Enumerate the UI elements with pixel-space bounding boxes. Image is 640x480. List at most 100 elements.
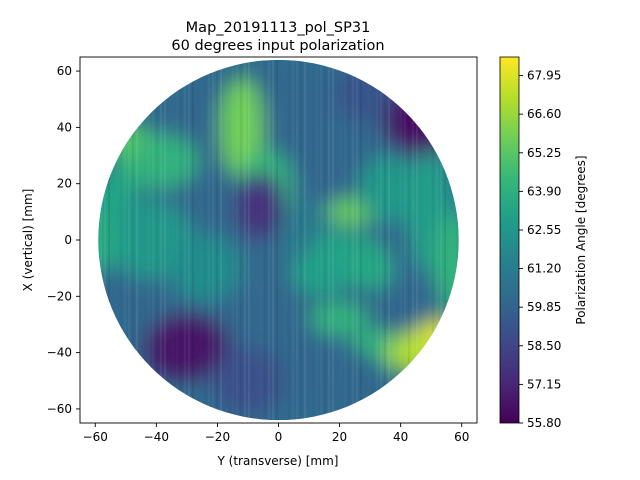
texture-streak [200,57,202,423]
texture-streak [452,57,454,423]
colorbar-ticks: 55.80 57.15 58.50 59.85 61.20 62.55 63.90 65.25… [519,69,561,430]
texture-streak [148,57,150,423]
x-tick-label: 40 [393,430,408,444]
x-tick-label: 20 [332,430,347,444]
texture-streak [332,59,334,421]
texture-streak [316,57,318,423]
texture-streak [240,59,242,421]
texture-streak [400,57,402,423]
colorbar-tick-label: 67.95 [527,69,561,83]
texture-streak [144,57,146,423]
texture-streak [204,57,206,423]
texture-streak [460,57,462,423]
texture-streak [384,59,386,421]
heatmap-region-26 [345,245,395,291]
colorbar-gradient [499,56,520,424]
texture-streak [132,59,134,421]
texture-streak [284,57,286,423]
texture-streak [156,59,158,421]
x-axis-label: Y (transverse) [mm] [217,454,339,468]
y-tick-label: −60 [47,402,72,416]
texture-streak [172,57,174,423]
colorbar-tick-label: 63.90 [527,184,561,198]
texture-streak [212,59,214,421]
texture-streak [184,59,186,421]
y-tick-label: −20 [47,289,72,303]
colorbar-tick-label: 65.25 [527,146,561,160]
heatmap-region-24 [434,211,459,314]
texture-streak [356,59,358,421]
heatmap-region-8 [235,172,285,240]
x-tick-label: −60 [83,430,108,444]
texture-streak [432,57,434,423]
x-tick-label: 0 [275,430,283,444]
texture-streak [100,59,102,421]
texture-streak [272,59,274,421]
texture-streak [324,59,326,421]
texture-streak [300,59,302,421]
colorbar-tick-label: 62.55 [527,223,561,237]
colorbar-tick-label: 55.80 [527,416,561,430]
texture-streak [456,57,458,423]
y-tick-label: 40 [57,120,72,134]
texture-streak [296,59,298,421]
texture-streak [276,59,278,421]
colorbar-tick-label: 66.60 [527,107,561,121]
texture-streak [292,57,294,423]
texture-streak [328,59,330,421]
texture-streak [176,57,178,423]
texture-streak [412,59,414,421]
heatmap-region-25 [98,206,120,274]
texture-streak [208,57,210,423]
texture-streak [128,59,130,421]
texture-streak [380,59,382,421]
texture-streak [104,59,106,421]
texture-streak [180,57,182,423]
texture-streak [220,59,222,421]
colorbar-tick-label: 58.50 [527,339,561,353]
texture-streak [408,59,410,421]
texture-streak [268,59,270,421]
texture-streak [436,59,438,421]
texture-streak [468,57,470,423]
texture-streak [164,59,166,421]
texture-streak [368,57,370,423]
texture-streak [312,57,314,423]
heatmap-disk [88,57,474,423]
heatmap-region-23 [290,346,389,415]
x-tick-label: 60 [454,430,469,444]
texture-streak [160,59,162,421]
texture-streak [192,59,194,421]
heatmap-region-21 [144,313,230,381]
x-tick-label: −20 [205,430,230,444]
x-tick-label: −40 [144,430,169,444]
y-axis-ticks: −60 −40 −20 0 20 40 60 [47,64,80,416]
texture-streak [464,57,466,423]
texture-streak [472,57,474,423]
colorbar-label: Polarization Angle [degrees] [574,155,588,324]
texture-streak [288,57,290,423]
texture-streak [344,57,346,423]
y-axis-label: X (vertical) [mm] [21,189,35,292]
texture-streak [440,59,442,421]
texture-streak [188,59,190,421]
heatmap-region-1 [220,76,264,179]
texture-streak [396,57,398,423]
texture-streak [152,57,154,423]
texture-streak [88,57,90,423]
texture-streak [136,59,138,421]
texture-streak [260,57,262,423]
chart-title-line1: Map_20191113_pol_SP31 [186,20,371,36]
y-tick-label: −40 [47,346,72,360]
texture-streak [388,59,390,421]
texture-streak [264,57,266,423]
texture-streak [376,57,378,423]
texture-streak [424,57,426,423]
texture-streak [416,59,418,421]
texture-streak [228,57,230,423]
texture-streak [304,59,306,421]
texture-streak [340,57,342,423]
y-tick-label: 20 [57,177,72,191]
texture-streak [428,57,430,423]
